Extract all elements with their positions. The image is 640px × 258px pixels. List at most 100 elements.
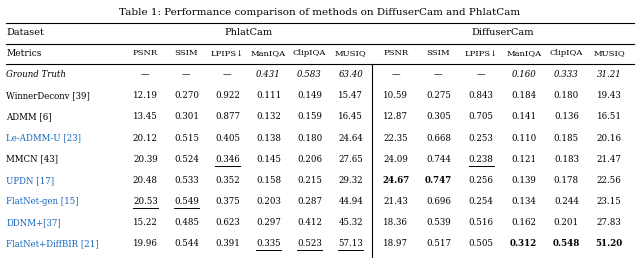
Text: 0.352: 0.352 bbox=[215, 176, 240, 185]
Text: 57.13: 57.13 bbox=[339, 239, 363, 248]
Text: 0.391: 0.391 bbox=[215, 239, 240, 248]
Text: 21.47: 21.47 bbox=[596, 155, 621, 164]
Text: 0.533: 0.533 bbox=[174, 176, 198, 185]
Text: SSIM: SSIM bbox=[427, 49, 450, 58]
Text: 0.254: 0.254 bbox=[468, 197, 493, 206]
Text: 0.623: 0.623 bbox=[215, 218, 240, 227]
Text: 0.305: 0.305 bbox=[426, 112, 451, 121]
Text: Dataset: Dataset bbox=[6, 28, 44, 37]
Text: 0.539: 0.539 bbox=[426, 218, 451, 227]
Text: 0.141: 0.141 bbox=[511, 112, 536, 121]
Text: PSNR: PSNR bbox=[132, 49, 158, 58]
Text: FlatNet+DiffBIR [21]: FlatNet+DiffBIR [21] bbox=[6, 239, 99, 248]
Text: 0.158: 0.158 bbox=[256, 176, 281, 185]
Text: MUSIQ: MUSIQ bbox=[335, 49, 367, 58]
Text: 20.12: 20.12 bbox=[133, 134, 158, 142]
Text: 0.287: 0.287 bbox=[297, 197, 322, 206]
Text: 0.431: 0.431 bbox=[256, 70, 281, 79]
Text: Metrics: Metrics bbox=[6, 49, 42, 58]
Text: 0.297: 0.297 bbox=[256, 218, 281, 227]
Text: 0.747: 0.747 bbox=[425, 176, 452, 185]
Text: 0.744: 0.744 bbox=[426, 155, 451, 164]
Text: 0.516: 0.516 bbox=[468, 218, 493, 227]
Text: 0.270: 0.270 bbox=[174, 91, 199, 100]
Text: —: — bbox=[141, 70, 150, 79]
Text: 0.668: 0.668 bbox=[426, 134, 451, 142]
Text: 0.136: 0.136 bbox=[554, 112, 579, 121]
Text: 20.39: 20.39 bbox=[133, 155, 157, 164]
Text: 0.206: 0.206 bbox=[297, 155, 322, 164]
Text: 0.517: 0.517 bbox=[426, 239, 451, 248]
Text: ClipIQA: ClipIQA bbox=[550, 49, 583, 58]
Text: 19.43: 19.43 bbox=[596, 91, 621, 100]
Text: 0.138: 0.138 bbox=[256, 134, 281, 142]
Text: Table 1: Performance comparison of methods on DiffuserCam and PhlatCam: Table 1: Performance comparison of metho… bbox=[120, 8, 520, 17]
Text: 18.97: 18.97 bbox=[383, 239, 408, 248]
Text: 22.56: 22.56 bbox=[596, 176, 621, 185]
Text: 24.67: 24.67 bbox=[382, 176, 410, 185]
Text: 0.877: 0.877 bbox=[215, 112, 240, 121]
Text: 0.333: 0.333 bbox=[554, 70, 579, 79]
Text: LPIPS↓: LPIPS↓ bbox=[465, 49, 498, 58]
Text: 12.87: 12.87 bbox=[383, 112, 408, 121]
Text: FlatNet-gen [15]: FlatNet-gen [15] bbox=[6, 197, 79, 206]
Text: 0.312: 0.312 bbox=[510, 239, 538, 248]
Text: 24.64: 24.64 bbox=[339, 134, 363, 142]
Text: 20.53: 20.53 bbox=[133, 197, 157, 206]
Text: 0.201: 0.201 bbox=[554, 218, 579, 227]
Text: 0.238: 0.238 bbox=[468, 155, 493, 164]
Text: 0.145: 0.145 bbox=[256, 155, 281, 164]
Text: 12.19: 12.19 bbox=[133, 91, 158, 100]
Text: 44.94: 44.94 bbox=[339, 197, 363, 206]
Text: ManIQA: ManIQA bbox=[251, 49, 286, 58]
Text: UPDN [17]: UPDN [17] bbox=[6, 176, 54, 185]
Text: 15.47: 15.47 bbox=[338, 91, 363, 100]
Text: 21.43: 21.43 bbox=[383, 197, 408, 206]
Text: 0.111: 0.111 bbox=[256, 91, 281, 100]
Text: 0.183: 0.183 bbox=[554, 155, 579, 164]
Text: 0.110: 0.110 bbox=[511, 134, 536, 142]
Text: DDNM+[37]: DDNM+[37] bbox=[6, 218, 61, 227]
Text: 0.139: 0.139 bbox=[511, 176, 536, 185]
Text: 0.523: 0.523 bbox=[297, 239, 322, 248]
Text: 0.583: 0.583 bbox=[297, 70, 322, 79]
Text: 0.184: 0.184 bbox=[511, 91, 536, 100]
Text: 0.159: 0.159 bbox=[297, 112, 322, 121]
Text: 0.549: 0.549 bbox=[174, 197, 199, 206]
Text: 0.180: 0.180 bbox=[297, 134, 322, 142]
Text: 0.160: 0.160 bbox=[511, 70, 536, 79]
Text: MMCN [43]: MMCN [43] bbox=[6, 155, 58, 164]
Text: 0.485: 0.485 bbox=[174, 218, 199, 227]
Text: 29.32: 29.32 bbox=[339, 176, 363, 185]
Text: 0.544: 0.544 bbox=[174, 239, 199, 248]
Text: 0.178: 0.178 bbox=[554, 176, 579, 185]
Text: 0.705: 0.705 bbox=[468, 112, 493, 121]
Text: ManIQA: ManIQA bbox=[506, 49, 541, 58]
Text: 0.346: 0.346 bbox=[215, 155, 240, 164]
Text: 0.162: 0.162 bbox=[511, 218, 536, 227]
Text: 18.36: 18.36 bbox=[383, 218, 408, 227]
Text: 0.301: 0.301 bbox=[174, 112, 199, 121]
Text: DiffuserCam: DiffuserCam bbox=[471, 28, 534, 37]
Text: 0.215: 0.215 bbox=[297, 176, 322, 185]
Text: —: — bbox=[434, 70, 443, 79]
Text: 19.96: 19.96 bbox=[133, 239, 158, 248]
Text: 27.83: 27.83 bbox=[596, 218, 621, 227]
Text: 20.48: 20.48 bbox=[133, 176, 158, 185]
Text: 0.548: 0.548 bbox=[553, 239, 580, 248]
Text: 0.185: 0.185 bbox=[554, 134, 579, 142]
Text: 45.32: 45.32 bbox=[339, 218, 363, 227]
Text: 0.132: 0.132 bbox=[256, 112, 281, 121]
Text: PhlatCam: PhlatCam bbox=[224, 28, 272, 37]
Text: 0.696: 0.696 bbox=[426, 197, 451, 206]
Text: ClipIQA: ClipIQA bbox=[293, 49, 326, 58]
Text: —: — bbox=[392, 70, 400, 79]
Text: 63.40: 63.40 bbox=[339, 70, 363, 79]
Text: 0.524: 0.524 bbox=[174, 155, 199, 164]
Text: ADMM [6]: ADMM [6] bbox=[6, 112, 52, 121]
Text: 10.59: 10.59 bbox=[383, 91, 408, 100]
Text: 0.203: 0.203 bbox=[256, 197, 281, 206]
Text: LPIPS↓: LPIPS↓ bbox=[211, 49, 244, 58]
Text: 0.922: 0.922 bbox=[215, 91, 240, 100]
Text: 22.35: 22.35 bbox=[383, 134, 408, 142]
